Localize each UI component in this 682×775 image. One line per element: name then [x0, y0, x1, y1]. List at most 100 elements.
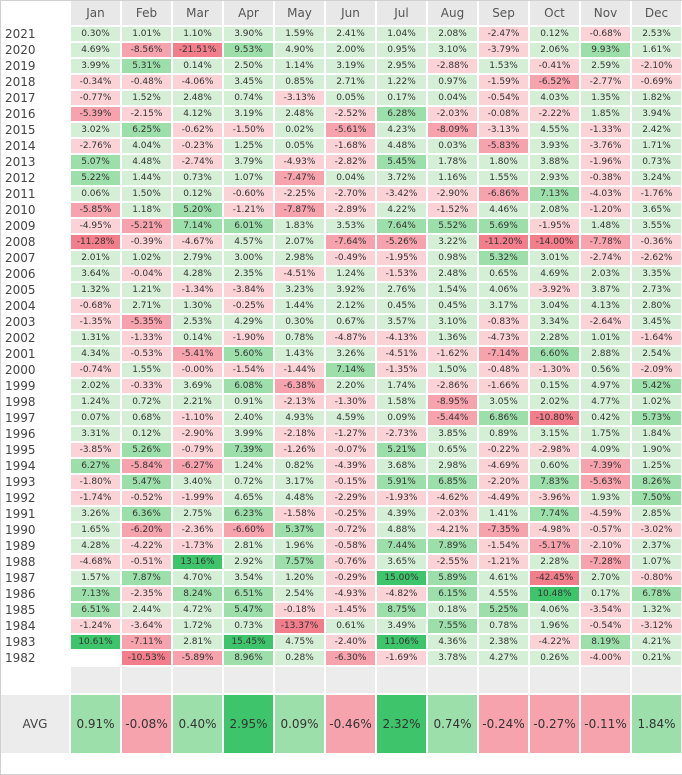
return-cell: 0.17%: [376, 90, 427, 106]
return-cell: 10.61%: [70, 634, 121, 650]
return-cell: -3.92%: [529, 282, 580, 298]
year-row: 2014 -2.76% 4.04% -0.23% 1.25% 0.05% -1.68% 4.4…: [0, 138, 682, 154]
return-cell: 1.02%: [121, 250, 172, 266]
return-cell: 5.89%: [427, 570, 478, 586]
return-cell: 3.79%: [223, 154, 274, 170]
return-cell: 3.65%: [376, 554, 427, 570]
return-cell: -7.14%: [478, 346, 529, 362]
return-cell: 7.57%: [274, 554, 325, 570]
return-cell: 1.59%: [274, 26, 325, 42]
return-cell: 1.01%: [121, 26, 172, 42]
return-cell: -1.90%: [223, 330, 274, 346]
return-cell: 3.93%: [529, 138, 580, 154]
return-cell: 2.85%: [631, 506, 682, 522]
spacer-cell: [529, 666, 580, 694]
return-cell: 0.14%: [172, 330, 223, 346]
return-cell: -2.13%: [274, 394, 325, 410]
return-cell: 7.14%: [172, 218, 223, 234]
return-cell: 3.40%: [172, 474, 223, 490]
return-cell: 9.53%: [223, 42, 274, 58]
return-cell: 1.71%: [631, 138, 682, 154]
return-cell: 0.26%: [529, 650, 580, 666]
return-cell: 0.05%: [325, 90, 376, 106]
year-label: 1988: [0, 554, 70, 570]
return-cell: 4.55%: [529, 122, 580, 138]
return-cell: -2.64%: [580, 314, 631, 330]
return-cell: -0.34%: [70, 74, 121, 90]
return-cell: 3.17%: [274, 474, 325, 490]
return-cell: 7.83%: [529, 474, 580, 490]
return-cell: -4.00%: [580, 650, 631, 666]
return-cell: 0.65%: [427, 442, 478, 458]
return-cell: -4.13%: [376, 330, 427, 346]
return-cell: 4.69%: [529, 266, 580, 282]
return-cell: 4.21%: [631, 634, 682, 650]
year-label: 2018: [0, 74, 70, 90]
return-cell: -2.77%: [580, 74, 631, 90]
return-cell: -1.54%: [478, 538, 529, 554]
return-cell: 10.48%: [529, 586, 580, 602]
return-cell: 2.02%: [529, 394, 580, 410]
return-cell: 4.57%: [223, 234, 274, 250]
return-cell: 1.50%: [427, 362, 478, 378]
return-cell: -1.30%: [529, 362, 580, 378]
return-cell: 3.54%: [223, 570, 274, 586]
month-header-oct: Oct: [529, 0, 580, 26]
return-cell: -2.90%: [172, 426, 223, 442]
return-cell: -2.10%: [631, 58, 682, 74]
return-cell: -6.38%: [274, 378, 325, 394]
return-cell: -8.95%: [427, 394, 478, 410]
return-cell: 3.05%: [478, 394, 529, 410]
return-cell: 6.78%: [631, 586, 682, 602]
return-cell: 7.39%: [223, 442, 274, 458]
year-label: 1989: [0, 538, 70, 554]
return-cell: -3.13%: [274, 90, 325, 106]
return-cell: 2.00%: [325, 42, 376, 58]
return-cell: 0.30%: [70, 26, 121, 42]
year-row: 1993 -1.80% 5.47% 3.40% 0.72% 3.17% -0.15% 5.91…: [0, 474, 682, 490]
return-cell: 3.24%: [631, 170, 682, 186]
return-cell: -2.25%: [274, 186, 325, 202]
return-cell: 6.36%: [121, 506, 172, 522]
return-cell: -4.22%: [529, 634, 580, 650]
return-cell: 2.73%: [631, 282, 682, 298]
year-row: 1997 0.07% 0.68% -1.10% 2.40% 4.93% 4.59% 0.09%…: [0, 410, 682, 426]
return-cell: -1.59%: [478, 74, 529, 90]
return-cell: -5.84%: [121, 458, 172, 474]
return-cell: -0.54%: [580, 618, 631, 634]
return-cell: -2.35%: [121, 586, 172, 602]
return-cell: -2.10%: [580, 538, 631, 554]
month-header-nov: Nov: [580, 0, 631, 26]
return-cell: -5.83%: [478, 138, 529, 154]
return-cell: 0.82%: [274, 458, 325, 474]
return-cell: 8.19%: [580, 634, 631, 650]
return-cell: -0.58%: [325, 538, 376, 554]
return-cell: -1.74%: [70, 490, 121, 506]
return-cell: 2.48%: [427, 266, 478, 282]
return-cell: -4.93%: [325, 586, 376, 602]
return-cell: 1.65%: [70, 522, 121, 538]
year-row: 1989 4.28% -4.22% -1.73% 2.81% 1.96% -0.58% 7.4…: [0, 538, 682, 554]
return-cell: -1.99%: [172, 490, 223, 506]
return-cell: 7.14%: [325, 362, 376, 378]
return-cell: -10.80%: [529, 410, 580, 426]
return-cell: 0.04%: [427, 90, 478, 106]
return-cell: -0.38%: [580, 170, 631, 186]
return-cell: -4.39%: [325, 458, 376, 474]
return-cell: 0.85%: [274, 74, 325, 90]
year-row: 2009 -4.95% -5.21% 7.14% 6.01% 1.83% 3.53% 7.64…: [0, 218, 682, 234]
return-cell: 2.38%: [478, 634, 529, 650]
return-cell: 1.74%: [376, 378, 427, 394]
return-cell: 3.02%: [70, 122, 121, 138]
return-cell: -0.15%: [325, 474, 376, 490]
return-cell: -3.42%: [376, 186, 427, 202]
average-cell-sep: -0.24%: [478, 694, 529, 754]
return-cell: -2.89%: [325, 202, 376, 218]
average-cell-nov: -0.11%: [580, 694, 631, 754]
return-cell: -1.45%: [325, 602, 376, 618]
return-cell: -42.45%: [529, 570, 580, 586]
year-row: 1988 -4.68% -0.51% 13.16% 2.92% 7.57% -0.76% 3.…: [0, 554, 682, 570]
return-cell: 1.61%: [631, 42, 682, 58]
return-cell: 2.54%: [274, 586, 325, 602]
return-cell: 1.16%: [427, 170, 478, 186]
